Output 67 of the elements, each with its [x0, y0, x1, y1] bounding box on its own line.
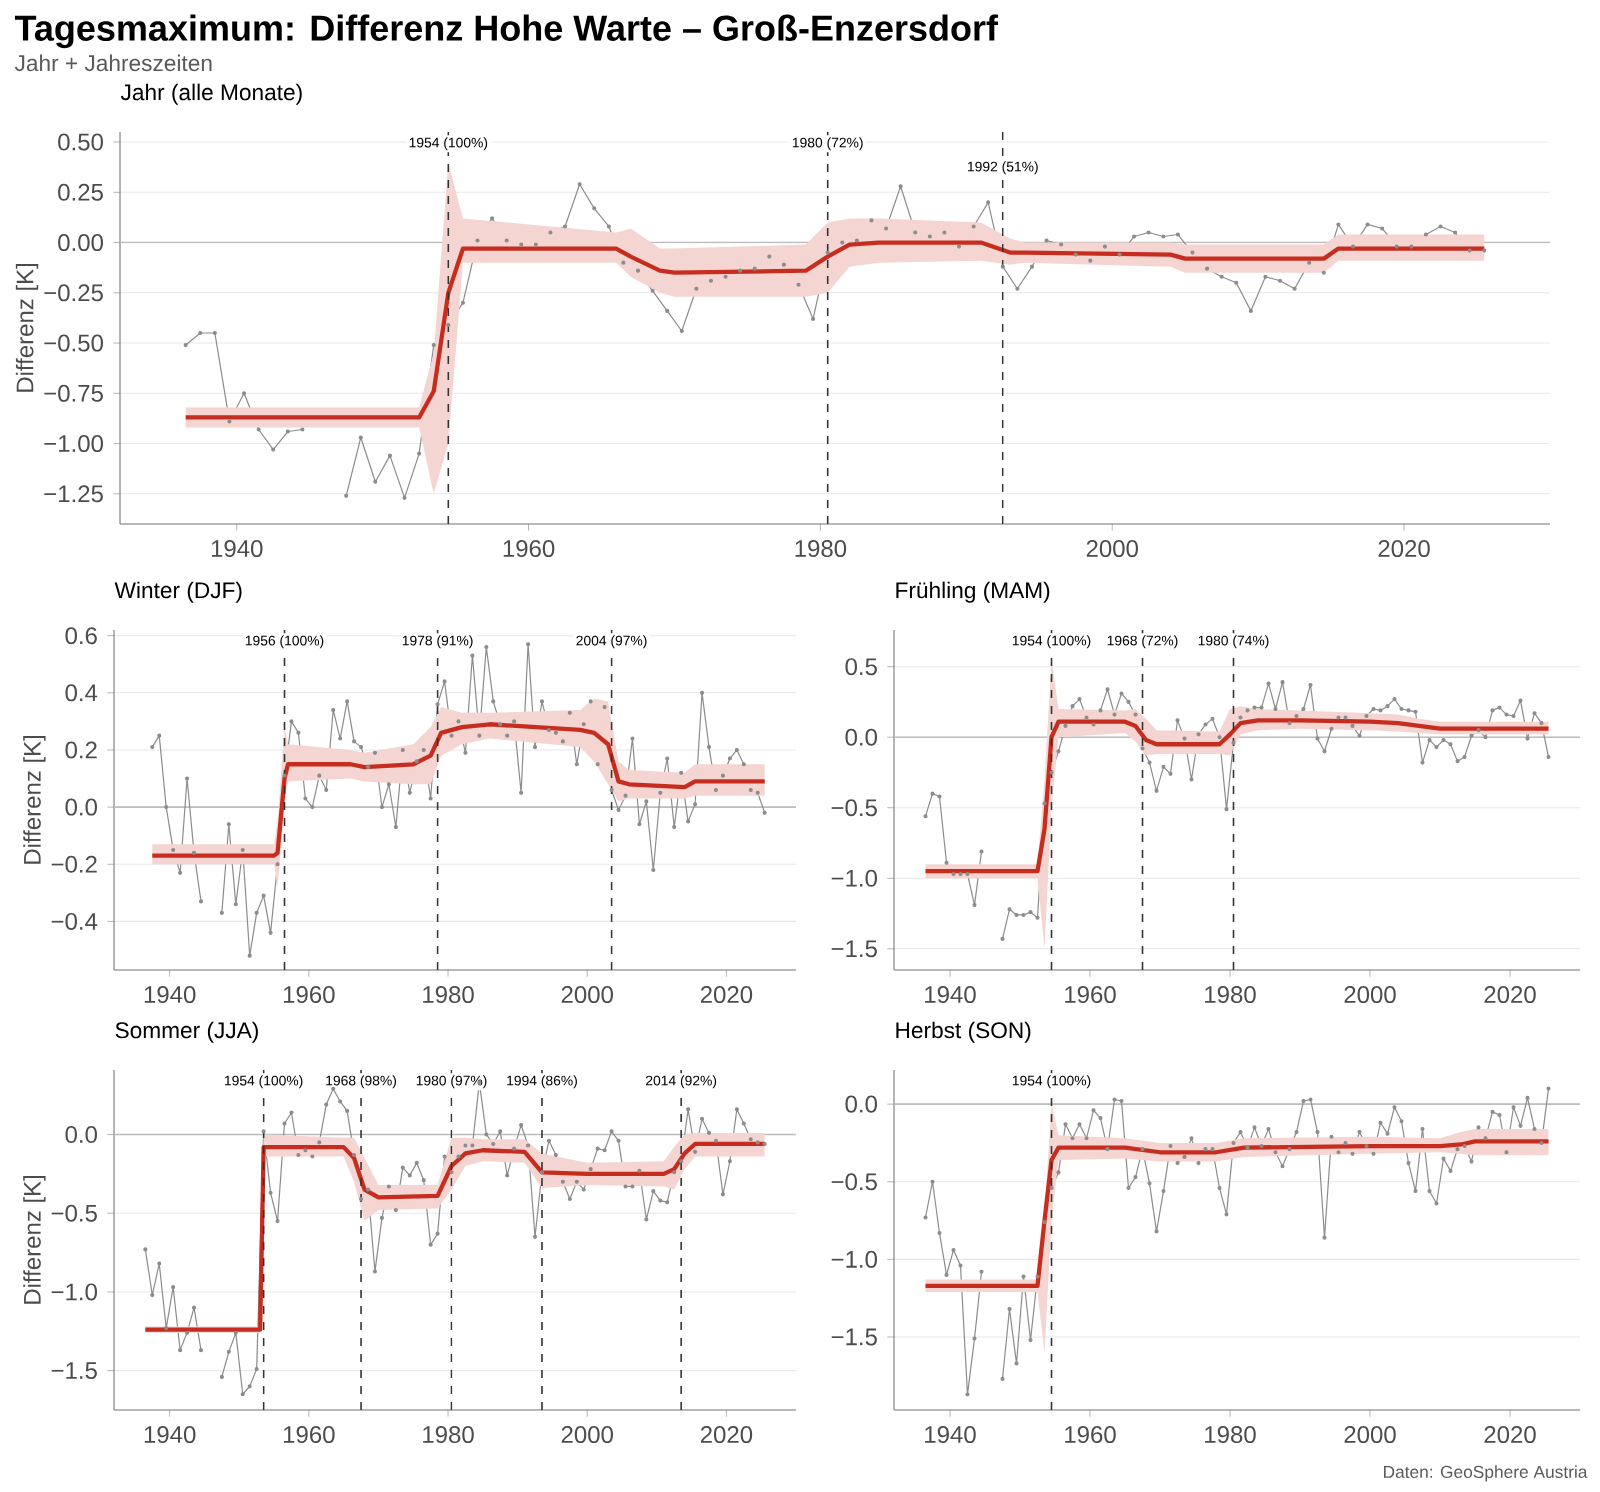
y-tick-label: −1.00 [44, 435, 103, 453]
y-axis-title: Differenz [K] [15, 263, 39, 392]
y-tick-label: 0.0 [845, 1095, 877, 1113]
y-tick-label: −0.5 [51, 1204, 97, 1222]
y-tick-label: 0.0 [845, 728, 877, 746]
y-tick-label: −0.75 [44, 384, 103, 402]
y-tick-label: 0.00 [58, 234, 103, 252]
chart-title: Frühling (MAM) [896, 581, 1050, 603]
chart-title: Herbst (SON) [896, 1021, 1031, 1043]
x-tick-label: 2000 [561, 986, 613, 1004]
x-tick-label: 1980 [423, 1426, 474, 1444]
x-tick-label: 2020 [1378, 540, 1430, 558]
y-tick-label: −0.2 [51, 855, 97, 873]
x-tick-label: 1960 [1065, 1426, 1116, 1444]
x-tick-label: 1940 [144, 986, 196, 1004]
y-tick-label: 0.4 [65, 684, 98, 702]
y-tick-label: 0.25 [58, 183, 103, 201]
x-tick-label: 1960 [284, 986, 335, 1004]
y-axis-title: Differenz [K] [23, 1175, 46, 1304]
y-tick-label: 0.5 [845, 658, 877, 676]
chart-title: Sommer (JJA) [115, 1021, 258, 1043]
x-tick-label: 1980 [1205, 1426, 1256, 1444]
x-tick-label: 1940 [211, 540, 263, 558]
y-tick-label: −0.50 [44, 334, 103, 352]
y-tick-label: −0.25 [44, 284, 103, 302]
y-tick-label: −1.0 [51, 1283, 97, 1301]
chart-title: Winter (DJF) [114, 581, 242, 603]
x-tick-label: 2020 [1484, 986, 1536, 1004]
y-tick-label: 0.2 [65, 741, 97, 759]
y-tick-label: −1.25 [44, 485, 103, 503]
line-series [150, 722, 767, 858]
text: Jahr + Jahreszeiten [14, 54, 212, 72]
x-tick-label: 1960 [1065, 986, 1116, 1004]
y-tick-label: −0.5 [831, 799, 877, 817]
x-tick-label: 1960 [503, 540, 555, 558]
y-tick-label: −1.0 [831, 1250, 877, 1268]
y-tick-label: 0.50 [58, 133, 103, 151]
x-tick-label: 2020 [1484, 1426, 1536, 1444]
y-tick-label: 0.0 [65, 1126, 97, 1144]
text: Tagesmaximum: Differenz Hohe Warte – Groß-Enzersdorf [14, 14, 999, 49]
x-tick-label: 2000 [561, 1426, 613, 1444]
x-tick-label: 1980 [423, 986, 474, 1004]
y-tick-label: 0.6 [65, 627, 97, 645]
x-tick-label: 2000 [1086, 540, 1138, 558]
line-series [923, 718, 1551, 874]
chart-title: Jahr (alle Monate) [120, 83, 302, 105]
x-tick-label: 1940 [144, 1426, 196, 1444]
x-tick-label: 2020 [700, 1426, 753, 1444]
y-tick-label: −1.5 [831, 1328, 877, 1346]
y-tick-label: −1.0 [831, 869, 877, 887]
line-series [923, 1139, 1551, 1288]
y-tick-label: −1.5 [51, 1362, 97, 1380]
y-axis-title: Differenz [K] [23, 735, 46, 864]
x-tick-label: 1940 [925, 1426, 976, 1444]
line-series [183, 240, 1487, 420]
x-tick-label: 2000 [1344, 986, 1396, 1004]
x-tick-label: 1980 [1205, 986, 1256, 1004]
text: Daten: GeoSphere Austria [1383, 1465, 1588, 1482]
x-tick-label: 1980 [795, 540, 847, 558]
y-tick-label: −1.5 [831, 940, 877, 958]
y-tick-label: 0.0 [65, 798, 97, 816]
x-tick-label: 1960 [284, 1426, 335, 1444]
y-tick-label: −0.4 [51, 912, 98, 930]
x-tick-label: 2020 [700, 986, 753, 1004]
x-tick-label: 1940 [925, 986, 976, 1004]
x-tick-label: 2000 [1344, 1426, 1396, 1444]
y-tick-label: −0.5 [831, 1173, 877, 1191]
